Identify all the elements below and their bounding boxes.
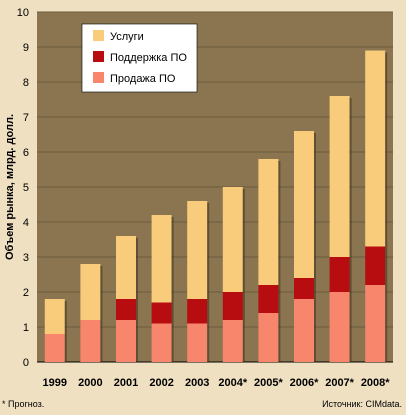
y-tick-label: 6 — [23, 147, 29, 159]
legend-label: Продажа ПО — [110, 73, 176, 85]
bar-segment — [151, 215, 172, 303]
bar-segment — [222, 292, 243, 320]
bar-segment — [44, 334, 65, 362]
x-tick-label: 2002 — [149, 377, 173, 389]
bar-segment — [80, 320, 101, 362]
bar-segment — [116, 320, 136, 362]
x-tick-label: 2007* — [325, 377, 354, 389]
x-tick-label: 2001 — [114, 377, 138, 389]
bar-shadow — [314, 133, 316, 362]
bar-segment — [151, 302, 172, 324]
bar-segment — [294, 131, 314, 278]
x-tick-label: 2000 — [78, 377, 102, 389]
y-axis-ticks: 0 1 2 3 4 5 6 7 8 9 10 — [17, 7, 29, 369]
bar-segment — [294, 278, 314, 299]
x-tick-label: 2003 — [185, 377, 209, 389]
legend-label: Поддержка ПО — [110, 52, 187, 64]
bar-segment — [329, 96, 350, 257]
y-tick-label: 2 — [23, 287, 29, 299]
x-tick-label: 1999 — [43, 377, 67, 389]
footnote-source: Источник: CIMdata. — [322, 399, 402, 409]
x-tick-label: 2004* — [218, 377, 247, 389]
bar-segment — [187, 201, 208, 299]
bar-shadow — [171, 217, 174, 362]
bar-segment — [365, 50, 386, 247]
y-tick-label: 8 — [23, 77, 29, 89]
bar-segment — [222, 187, 243, 292]
bar-segment — [187, 299, 208, 324]
y-tick-label: 4 — [23, 217, 29, 229]
y-tick-label: 7 — [23, 112, 29, 124]
legend-swatch — [93, 51, 104, 62]
y-tick-label: 9 — [23, 42, 29, 54]
y-tick-label: 1 — [23, 322, 29, 334]
bar-segment — [187, 323, 208, 362]
bar-shadow — [385, 52, 388, 362]
bar-segment — [116, 236, 136, 299]
bar-shadow — [278, 161, 281, 362]
bar-segment — [258, 285, 279, 313]
footnote-forecast: * Прогноз. — [2, 399, 45, 409]
bar-segment — [329, 292, 350, 362]
bar-segment — [222, 320, 243, 362]
y-tick-label: 5 — [23, 182, 29, 194]
x-axis-ticks: 1999 2000 2001 2002 2003 2004* 2005* 2006* 2007*… — [43, 377, 391, 389]
bar-segment — [258, 313, 279, 362]
legend-label: Услуги — [110, 31, 144, 43]
bar-segment — [365, 246, 386, 285]
bar-segment — [116, 299, 136, 320]
x-tick-label: 2006* — [290, 377, 319, 389]
bar-shadow — [242, 189, 245, 362]
bar-segment — [258, 159, 279, 285]
bar-shadow — [100, 266, 103, 362]
legend-swatch — [93, 72, 104, 83]
x-tick-label: 2005* — [254, 377, 283, 389]
y-tick-label: 3 — [23, 252, 29, 264]
y-axis-label: Объем рынка, млрд. долл. — [4, 114, 16, 260]
bar-segment — [365, 285, 386, 362]
bar-shadow — [64, 301, 67, 362]
bar-segment — [294, 299, 314, 362]
bar-shadow — [136, 238, 138, 362]
bar-segment — [80, 264, 101, 320]
bars — [44, 50, 388, 362]
x-tick-label: 2008* — [361, 377, 390, 389]
y-tick-label: 0 — [23, 357, 29, 369]
bar-segment — [329, 257, 350, 292]
y-tick-label: 10 — [17, 7, 29, 19]
bar-segment — [151, 323, 172, 362]
bar-segment — [44, 299, 65, 334]
legend-swatch — [93, 30, 104, 41]
legend: Услуги Поддержка ПО Продажа ПО — [81, 23, 198, 93]
bar-shadow — [349, 98, 352, 362]
bar-shadow — [207, 203, 210, 362]
